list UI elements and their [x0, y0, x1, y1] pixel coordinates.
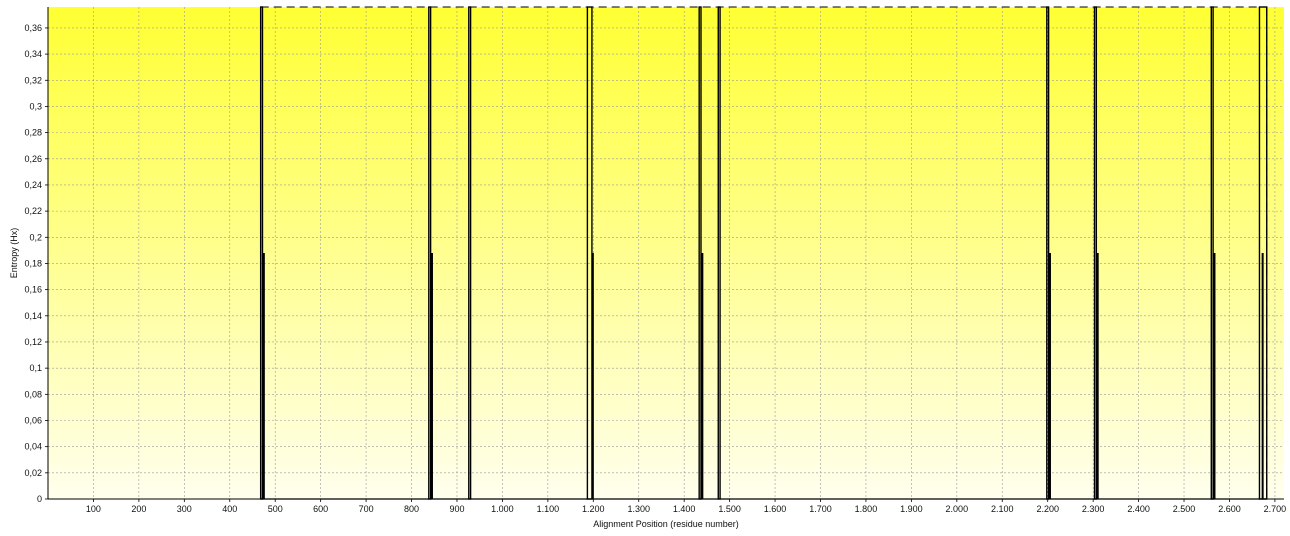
- x-tick-label: 1.100: [537, 504, 560, 514]
- x-tick-label: 2.300: [1082, 504, 1105, 514]
- x-axis-title: Alignment Position (residue number): [593, 519, 739, 529]
- y-tick-label: 0,36: [24, 23, 42, 33]
- y-tick-label: 0,06: [24, 415, 42, 425]
- x-tick-label: 1.000: [491, 504, 514, 514]
- x-tick-label: 1.400: [673, 504, 696, 514]
- y-tick-label: 0,3: [29, 101, 42, 111]
- y-tick-label: 0,14: [24, 311, 42, 321]
- y-axis-title: Entropy (Hx): [9, 228, 19, 279]
- x-tick-label: 400: [222, 504, 237, 514]
- y-tick-label: 0: [37, 494, 42, 504]
- x-tick-label: 1.800: [855, 504, 878, 514]
- x-tick-label: 1.700: [809, 504, 832, 514]
- y-tick-label: 0,2: [29, 232, 42, 242]
- grid-lines: [48, 7, 1284, 499]
- plot-background: [48, 7, 1284, 499]
- x-tick-label: 1.300: [627, 504, 650, 514]
- y-tick-label: 0,26: [24, 154, 42, 164]
- x-tick-label: 700: [359, 504, 374, 514]
- x-tick-label: 2.000: [946, 504, 969, 514]
- x-tick-label: 600: [313, 504, 328, 514]
- x-tick-label: 2.600: [1218, 504, 1241, 514]
- x-tick-label: 300: [177, 504, 192, 514]
- x-tick-label: 2.100: [991, 504, 1014, 514]
- y-tick-label: 0,32: [24, 75, 42, 85]
- y-tick-label: 0,34: [24, 49, 42, 59]
- y-tick-label: 0,16: [24, 285, 42, 295]
- x-tick-label: 2.700: [1264, 504, 1287, 514]
- x-tick-label: 800: [404, 504, 419, 514]
- y-tick-label: 0,28: [24, 128, 42, 138]
- x-tick-label: 2.500: [1173, 504, 1196, 514]
- y-tick-label: 0,22: [24, 206, 42, 216]
- y-tick-label: 0,02: [24, 468, 42, 478]
- axes: [45, 7, 1284, 502]
- x-tick-label: 1.200: [582, 504, 605, 514]
- y-tick-label: 0,24: [24, 180, 42, 190]
- x-tick-label: 1.500: [718, 504, 741, 514]
- x-tick-label: 1.900: [900, 504, 923, 514]
- x-tick-label: 2.400: [1127, 504, 1150, 514]
- y-tick-label: 0,18: [24, 258, 42, 268]
- x-tick-label: 900: [449, 504, 464, 514]
- y-tick-label: 0,1: [29, 363, 42, 373]
- y-tick-label: 0,04: [24, 442, 42, 452]
- y-tick-label: 0,12: [24, 337, 42, 347]
- y-tick-labels: 0 0,02 0,04 0,06 0,08 0,1 0,12 0,14 0,16 0,18 0,2 0…: [24, 23, 42, 504]
- x-tick-label: 1.600: [764, 504, 787, 514]
- series-lines: [260, 6, 1268, 500]
- x-tick-label: 500: [268, 504, 283, 514]
- y-tick-label: 0,08: [24, 389, 42, 399]
- x-tick-label: 200: [131, 504, 146, 514]
- x-tick-label: 2.200: [1036, 504, 1059, 514]
- x-tick-label: 100: [86, 504, 101, 514]
- x-tick-labels: 100 200 300 400 500 600 700 800 900 1.000 1.100 1.2…: [86, 504, 1286, 514]
